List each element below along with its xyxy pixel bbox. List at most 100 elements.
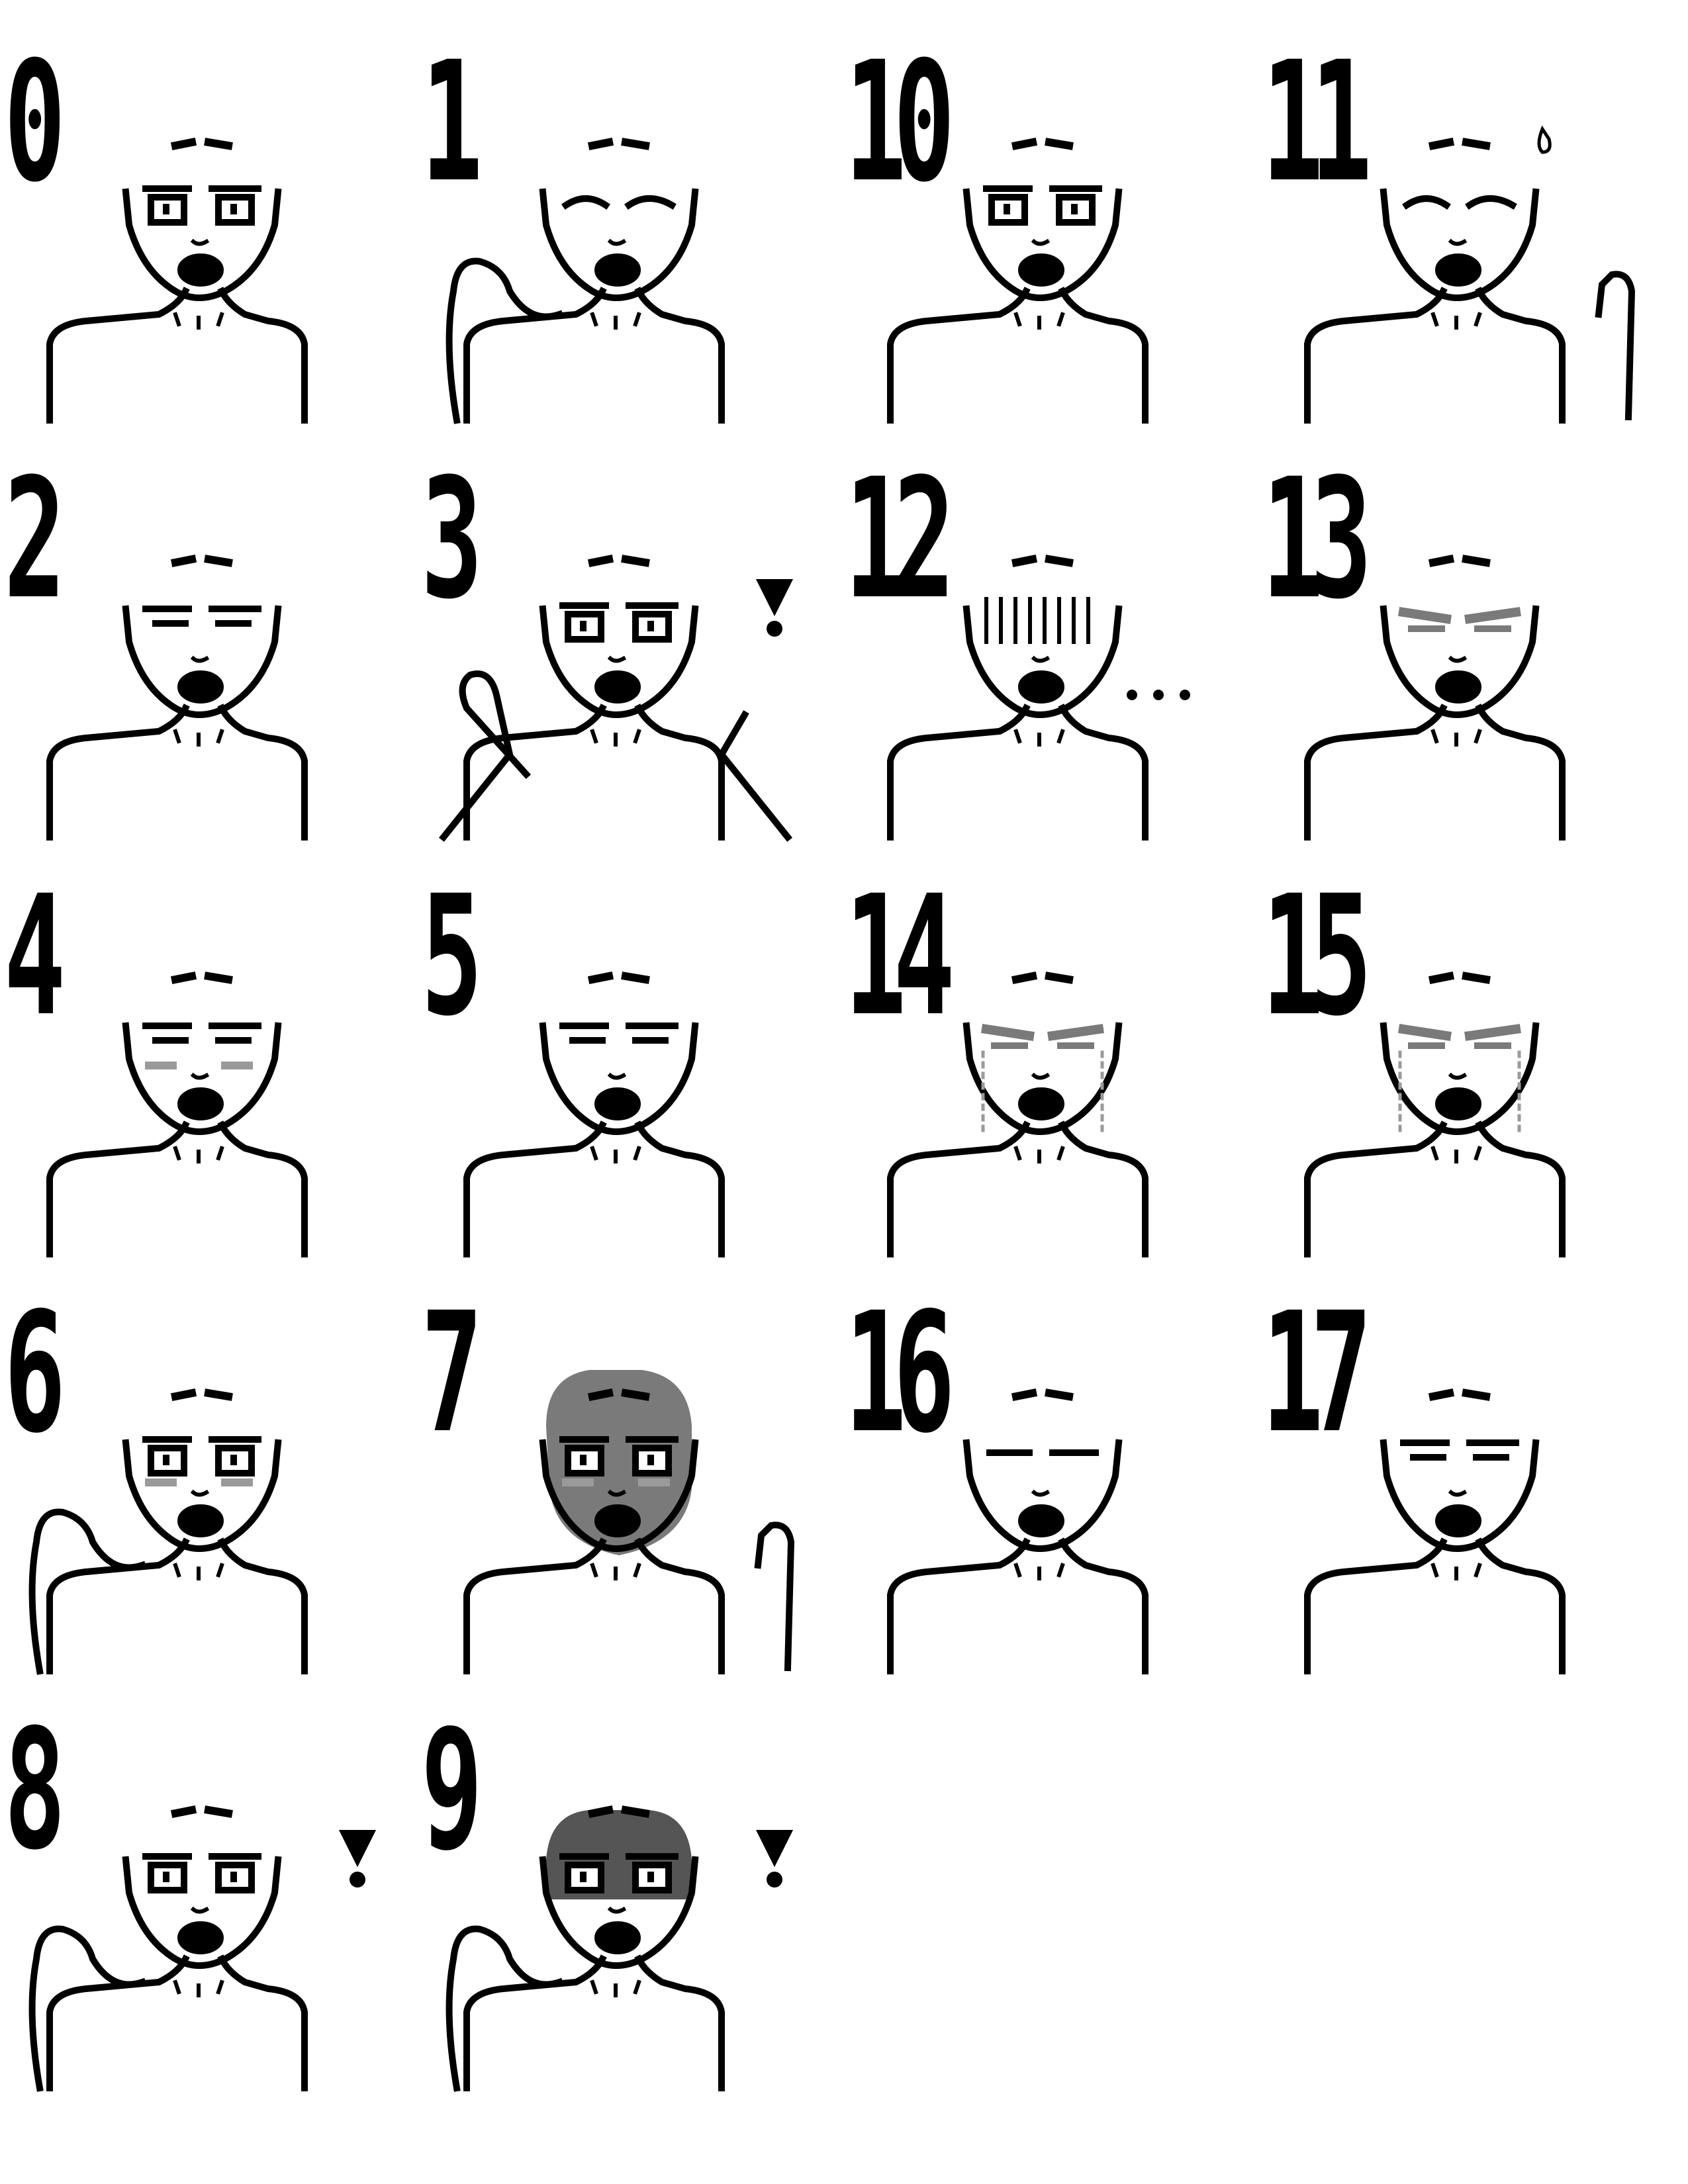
hair: [1428, 971, 1491, 985]
eyes: [1398, 1024, 1521, 1049]
frame-number: 15: [1262, 860, 1372, 1052]
mouth: [177, 670, 224, 704]
eyes: [561, 195, 677, 210]
character-figure: [887, 1388, 1149, 1674]
torso: [887, 1537, 1149, 1674]
eyes: [1402, 195, 1517, 210]
face-outline: [1380, 605, 1540, 718]
collar: [1430, 1146, 1482, 1163]
face-shadow: [546, 1370, 692, 1555]
frame-number: 17: [1262, 1277, 1372, 1469]
torso: [463, 1954, 725, 2091]
frame-number: 11: [1262, 26, 1372, 218]
face-outline: [962, 605, 1123, 718]
character-figure: [438, 554, 794, 842]
frame-13: 13: [1258, 430, 1668, 847]
mouth: [594, 253, 641, 287]
collar: [590, 312, 641, 330]
hand: [1595, 271, 1636, 421]
ellipsis-dot: [1153, 690, 1164, 700]
hair: [170, 1805, 233, 1819]
collar: [173, 1979, 224, 1997]
character-figure: [887, 554, 1190, 841]
collar: [1430, 312, 1482, 330]
nose: [1031, 1072, 1051, 1080]
torso: [463, 1537, 725, 1674]
face-outline: [122, 1856, 282, 1969]
collar: [173, 1563, 224, 1580]
hair: [1428, 1388, 1491, 1402]
nose: [607, 655, 627, 663]
frame-11: 11: [1258, 13, 1668, 430]
mouth: [1435, 1504, 1481, 1537]
shadow-lines: [984, 597, 1090, 644]
collar: [1013, 1563, 1065, 1580]
mouth: [1435, 670, 1481, 704]
hand: [28, 1925, 147, 2092]
frame-4: 4: [0, 847, 410, 1264]
frame-number: 9: [421, 1694, 483, 1886]
torso: [887, 1120, 1149, 1257]
character-figure: [46, 137, 308, 424]
mouth: [594, 670, 641, 704]
mouth: [177, 253, 224, 287]
hair: [587, 137, 650, 151]
frame-10: 10: [841, 13, 1251, 430]
character-figure: [1304, 125, 1636, 424]
face-outline: [539, 188, 699, 301]
eyes: [559, 1023, 679, 1044]
torso: [1304, 1120, 1566, 1257]
hair: [170, 1388, 233, 1402]
hair: [170, 554, 233, 568]
nose: [607, 238, 627, 246]
frame-16: 16: [841, 1264, 1251, 1681]
character-figure: [28, 1805, 377, 2092]
face-outline: [539, 1022, 699, 1135]
hair: [1428, 137, 1491, 151]
character-figure: [46, 971, 308, 1257]
exclamation-dot: [767, 621, 782, 637]
collar: [1013, 729, 1065, 747]
ellipsis-dot: [1180, 690, 1190, 700]
collar: [1013, 312, 1065, 330]
mouth: [1018, 670, 1064, 704]
character-figure: [445, 1805, 794, 2092]
torso: [887, 704, 1149, 841]
torso: [887, 287, 1149, 424]
mouth: [177, 1921, 224, 1954]
tears: [981, 1050, 1104, 1134]
character-figure: [46, 554, 308, 841]
frame-12: 12: [841, 430, 1251, 847]
torso: [1304, 704, 1566, 841]
torso: [463, 287, 725, 424]
sweat-drop-icon: [1537, 125, 1552, 154]
character-figure: [887, 971, 1149, 1257]
collar: [1430, 729, 1482, 747]
mouth: [1435, 253, 1481, 287]
eyes: [981, 1024, 1104, 1049]
face-outline: [962, 1439, 1123, 1552]
exclamation-dot: [350, 1872, 365, 1888]
eyes: [142, 185, 261, 226]
mouth: [1018, 253, 1064, 287]
hair: [1011, 971, 1074, 985]
frame-3: 3: [417, 430, 827, 847]
character-figure: [463, 971, 725, 1257]
eyes: [142, 1023, 261, 1044]
collar: [1013, 1146, 1065, 1163]
collar: [173, 312, 224, 330]
eyes: [142, 606, 261, 627]
nose: [607, 1906, 627, 1914]
eyes: [1398, 607, 1521, 632]
face-outline: [1380, 188, 1540, 301]
nose: [607, 1072, 627, 1080]
face-outline: [122, 188, 282, 301]
frame-number: 16: [845, 1277, 955, 1469]
mouth: [594, 1921, 641, 1954]
nose: [1031, 238, 1051, 246]
eyes: [983, 185, 1102, 226]
frame-17: 17: [1258, 1264, 1668, 1681]
hair: [170, 137, 233, 151]
eyes: [559, 1436, 679, 1477]
collar: [590, 1563, 641, 1580]
